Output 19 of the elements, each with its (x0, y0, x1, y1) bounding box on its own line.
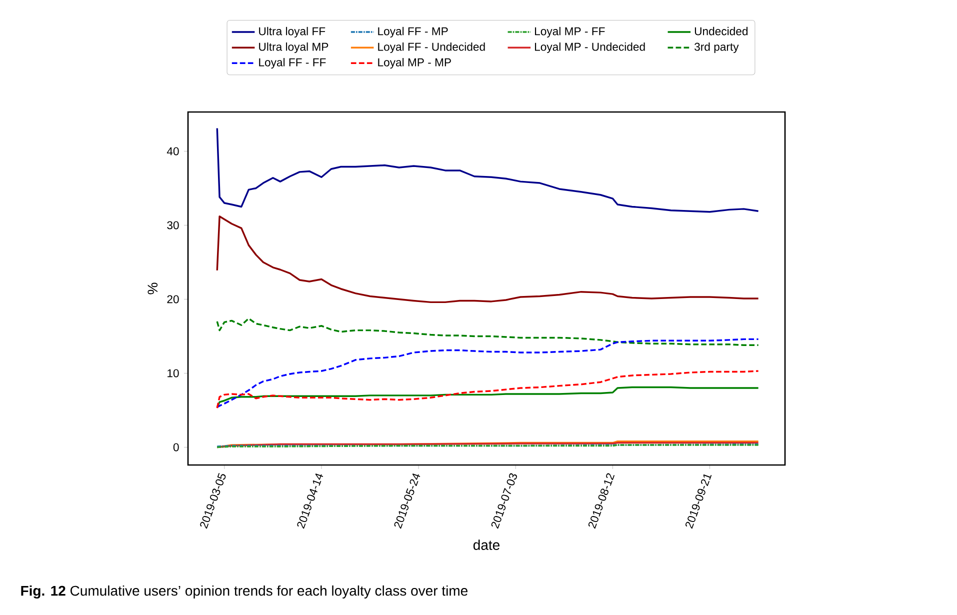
y-axis-title: % (148, 282, 158, 294)
line-series (216, 127, 760, 213)
legend-label: Loyal FF - FF (259, 58, 326, 69)
legend-label: Ultra loyal FF (259, 26, 326, 38)
legend-label: Loyal FF - Undecided (378, 42, 485, 54)
legend-label: Loyal MP - FF (534, 26, 605, 38)
y-tick-label: 20 (167, 295, 179, 304)
y-tick-label: 10 (168, 369, 179, 378)
legend-label: Loyal FF - MP (378, 26, 448, 38)
x-axis-title: date (473, 540, 500, 550)
y-tick-label: 0 (173, 443, 179, 452)
legend-label: Loyal MP - Undecided (534, 42, 645, 54)
legend-label: Undecided (694, 26, 748, 36)
legend-label: Ultra loyal MP (259, 42, 328, 54)
text: Fig. 12 Cumulative users’ opinion trends for each loyalty class over time (21, 585, 468, 599)
y-tick-label: 40 (166, 147, 179, 156)
legend-label: 3rd party (694, 42, 739, 54)
legend-label: Loyal MP - MP (378, 58, 451, 69)
y-tick-label: 30 (167, 221, 179, 230)
